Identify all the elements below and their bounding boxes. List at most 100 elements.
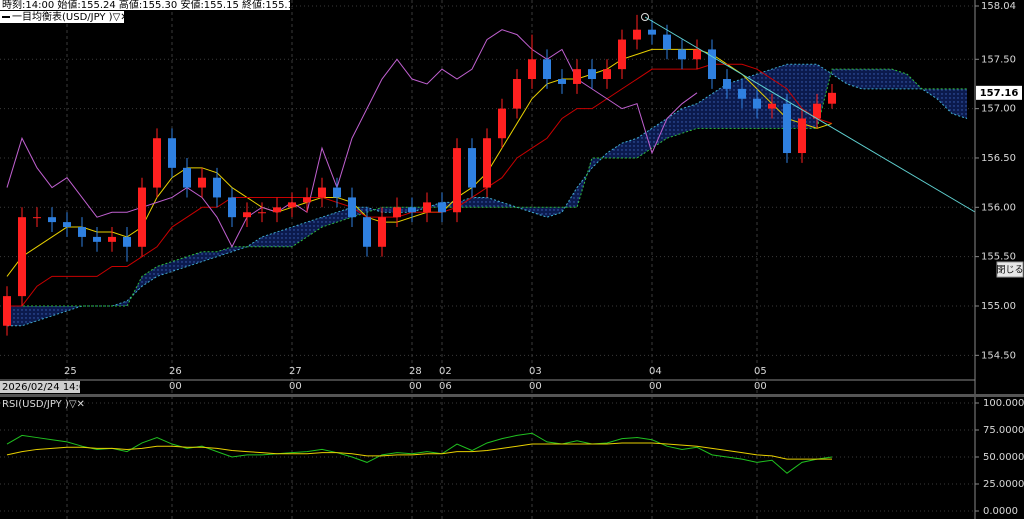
candle-body <box>738 88 746 99</box>
candle-body <box>48 217 56 223</box>
candle-body <box>333 187 341 198</box>
candle-body <box>378 217 386 247</box>
candle-body <box>33 217 41 219</box>
candle-body <box>138 187 146 247</box>
current-price-label: 157.16 <box>980 88 1019 99</box>
x-tick-label: 26 <box>169 366 182 377</box>
candle-body <box>213 177 221 198</box>
candle-body <box>438 202 446 213</box>
y-tick-label: 50.0000 <box>983 452 1024 463</box>
candle-body <box>498 108 506 139</box>
x-tick-label: 00 <box>169 381 182 392</box>
info-box <box>0 0 290 10</box>
candle-body <box>288 202 296 208</box>
candle-body <box>453 148 461 213</box>
indicator-box <box>0 11 124 23</box>
candle-body <box>18 217 26 297</box>
indicator-label: 一目均衡表(USD/JPY )▽✕ <box>12 10 129 23</box>
cloud-span <box>7 63 968 327</box>
candle-body <box>693 49 701 60</box>
candle-body <box>408 207 416 213</box>
y-tick-label: 155.50 <box>981 252 1016 263</box>
x-tick-label: 00 <box>409 381 422 392</box>
close-button-box[interactable] <box>996 261 1024 278</box>
candle-body <box>648 29 656 35</box>
candle-body <box>543 59 551 80</box>
cursor-box <box>0 381 80 393</box>
candle-body <box>663 34 671 50</box>
indicator-line <box>6 29 698 248</box>
trend-line-handle <box>641 13 649 21</box>
candle-body <box>753 98 761 109</box>
y-tick-label: 75.0000 <box>983 425 1024 436</box>
candle-body <box>828 92 836 104</box>
x-tick-label: 00 <box>649 381 662 392</box>
candle-body <box>78 227 86 237</box>
candle-body <box>93 236 101 242</box>
x-tick-label: 27 <box>289 366 302 377</box>
x-tick-label: 02 <box>439 366 452 377</box>
current-price-box <box>976 85 1022 100</box>
x-tick-label: 04 <box>649 366 662 377</box>
candle-body <box>708 49 716 80</box>
y-tick-label: 157.50 <box>981 54 1016 65</box>
y-tick-label: 156.50 <box>981 153 1016 164</box>
candle-body <box>468 148 476 188</box>
candle-body <box>813 103 821 119</box>
candle-body <box>783 103 791 154</box>
y-tick-label: 157.00 <box>981 104 1016 115</box>
cloud-span <box>7 68 967 307</box>
candle-body <box>723 79 731 89</box>
x-tick-label: 03 <box>529 366 542 377</box>
candle-body <box>183 167 191 188</box>
candle-body <box>318 187 326 198</box>
candle-body <box>558 79 566 84</box>
y-tick-label: 155.00 <box>981 301 1016 312</box>
candle-body <box>228 197 236 218</box>
close-button-label[interactable]: 閉じる <box>996 265 1023 276</box>
x-tick-label: 28 <box>409 366 422 377</box>
candle-body <box>528 59 536 80</box>
candle-body <box>423 202 431 213</box>
indicator-line <box>6 442 832 460</box>
x-tick-label: 25 <box>64 366 77 377</box>
candle-body <box>513 79 521 109</box>
candle-body <box>168 138 176 168</box>
y-tick-label: 25.0000 <box>983 479 1024 490</box>
candle-body <box>483 138 491 188</box>
cursor-label: 2026/02/24 14:00 <box>2 382 92 393</box>
candle-body <box>303 197 311 203</box>
candle-body <box>768 103 776 109</box>
y-tick-label: 156.00 <box>981 202 1016 213</box>
candle-body <box>258 212 266 214</box>
candle-body <box>393 207 401 218</box>
candle-body <box>243 212 251 218</box>
candle-body <box>198 177 206 188</box>
rsi-label: RSI(USD/JPY )▽✕ <box>2 399 85 410</box>
candle-body <box>618 39 626 70</box>
x-tick-label: 00 <box>289 381 302 392</box>
candle-body <box>3 296 11 326</box>
candle-body <box>348 197 356 218</box>
panel-separator <box>0 394 1024 397</box>
candle-body <box>573 69 581 84</box>
candle-body <box>798 118 806 154</box>
indicator-line <box>6 432 833 474</box>
candle-body <box>108 236 116 242</box>
candle-body <box>63 222 71 228</box>
x-tick-label: 00 <box>754 381 767 392</box>
candle-body <box>633 29 641 40</box>
candle-body <box>123 236 131 247</box>
candle-body <box>603 69 611 80</box>
close-button[interactable]: 閉じる <box>996 261 1024 278</box>
y-tick-label: 154.50 <box>981 350 1016 361</box>
candle-body <box>273 207 281 213</box>
trend-line <box>644 16 976 213</box>
candle-body <box>153 138 161 188</box>
x-tick-label: 00 <box>529 381 542 392</box>
candle-body <box>363 217 371 247</box>
y-tick-label: 100.0000 <box>983 398 1024 409</box>
candle-body <box>678 49 686 60</box>
x-tick-label: 06 <box>439 381 452 392</box>
